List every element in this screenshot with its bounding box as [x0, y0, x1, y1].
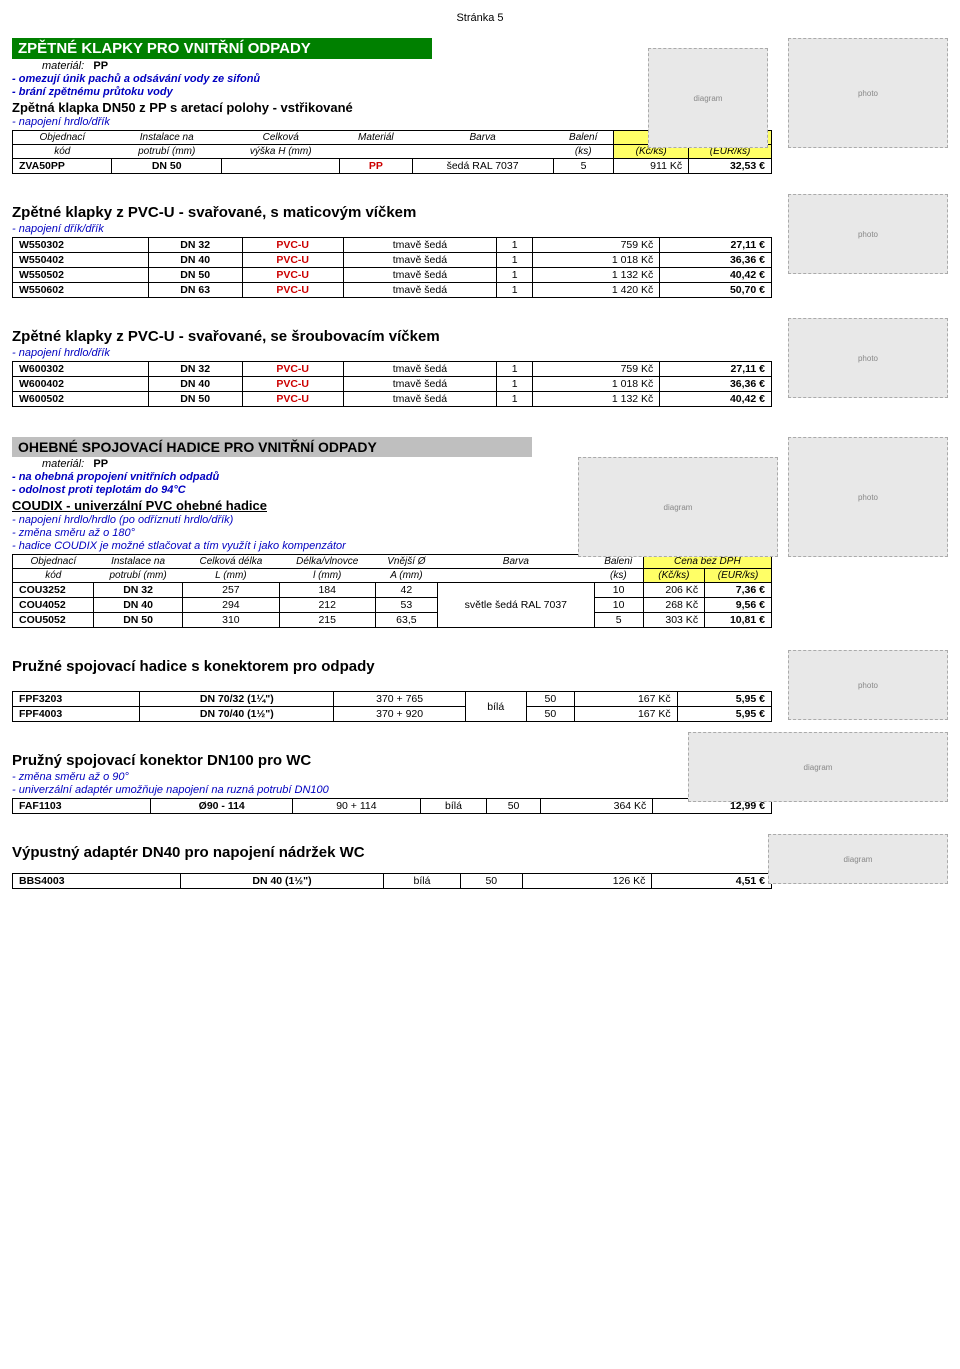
table-row: W600302DN 32PVC-Utmavě šedá1759 Kč27,11 …	[13, 362, 772, 377]
section-ohebne-hadice: photo diagram OHEBNÉ SPOJOVACÍ HADICE PR…	[12, 437, 948, 628]
section-title: ZPĚTNÉ KLAPKY PRO VNITŘNÍ ODPADY	[12, 38, 432, 59]
material-label: materiál:	[42, 60, 84, 72]
table-row: W550302DN 32PVC-Utmavě šedá1759 Kč27,11 …	[13, 238, 772, 253]
table-row: FAF1103Ø90 - 11490 + 114bílá50364 Kč12,9…	[13, 799, 772, 814]
table-row: COU5052DN 5031021563,55303 Kč10,81 €	[13, 613, 772, 628]
table-pvcu-matic: W550302DN 32PVC-Utmavě šedá1759 Kč27,11 …	[12, 237, 772, 298]
table-row: BBS4003DN 40 (1½")bílá50126 Kč4,51 €	[13, 874, 772, 889]
table-row: FPF4003DN 70/40 (1½")370 + 92050167 Kč5,…	[13, 707, 772, 722]
table-row: W550402DN 40PVC-Utmavě šedá11 018 Kč36,3…	[13, 253, 772, 268]
page-number: Stránka 5	[12, 12, 948, 24]
table-row: W600502DN 50PVC-Utmavě šedá11 132 Kč40,4…	[13, 392, 772, 407]
product-diagram: diagram	[578, 457, 778, 557]
product-photo: photo	[788, 194, 948, 274]
product-diagram: diagram	[648, 48, 768, 148]
table-vypustny: BBS4003DN 40 (1½")bílá50126 Kč4,51 €	[12, 873, 772, 889]
section-pruzne-hadice: photo Pružné spojovací hadice s konektor…	[12, 658, 948, 722]
table-row: FPF3203DN 70/32 (1¼")370 + 765bílá50167 …	[13, 692, 772, 707]
product-photo: photo	[788, 38, 948, 148]
product-photo: photo	[788, 650, 948, 720]
table-pruzny-konektor: FAF1103Ø90 - 11490 + 114bílá50364 Kč12,9…	[12, 798, 772, 814]
product-diagram: diagram	[688, 732, 948, 802]
section-zpetne-klapky: photo diagram ZPĚTNÉ KLAPKY PRO VNITŘNÍ …	[12, 38, 948, 407]
product-photo: photo	[788, 318, 948, 398]
table-row: W600402DN 40PVC-Utmavě šedá11 018 Kč36,3…	[13, 377, 772, 392]
table-unit-row: kód potrubí (mm) L (mm) l (mm) A (mm) (k…	[13, 569, 772, 583]
section-title: OHEBNÉ SPOJOVACÍ HADICE PRO VNITŘNÍ ODPA…	[12, 437, 532, 457]
section-pruzny-konektor: diagram Pružný spojovací konektor DN100 …	[12, 752, 948, 814]
table-pvcu-sroub: W600302DN 32PVC-Utmavě šedá1759 Kč27,11 …	[12, 361, 772, 407]
section-vypustny-adapter: diagram Výpustný adaptér DN40 pro napoje…	[12, 844, 948, 889]
table-row: COU3252DN 3225718442světle šedá RAL 7037…	[13, 583, 772, 598]
table-row: ZVA50PP DN 50 PP šedá RAL 7037 5 911 Kč …	[13, 159, 772, 174]
table-row: COU4052DN 402942125310268 Kč9,56 €	[13, 598, 772, 613]
material-value: PP	[93, 458, 108, 470]
table-pruzne-hadice: FPF3203DN 70/32 (1¼")370 + 765bílá50167 …	[12, 691, 772, 722]
table-coudix: Objednací Instalace na Celková délka Dél…	[12, 554, 772, 628]
material-label: materiál:	[42, 458, 84, 470]
material-value: PP	[93, 60, 108, 72]
product-diagram: diagram	[768, 834, 948, 884]
table-row: W550502DN 50PVC-Utmavě šedá11 132 Kč40,4…	[13, 268, 772, 283]
table-row: W550602DN 63PVC-Utmavě šedá11 420 Kč50,7…	[13, 283, 772, 298]
product-photo: photo	[788, 437, 948, 557]
